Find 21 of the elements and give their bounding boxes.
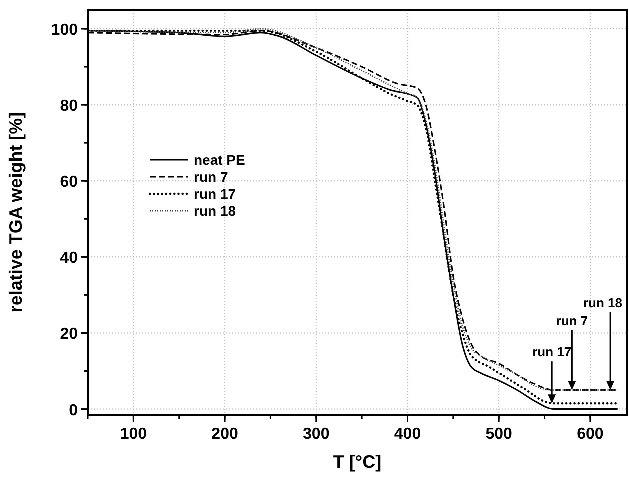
legend-label: run 17: [194, 186, 236, 202]
x-tick-label: 600: [577, 426, 604, 443]
y-tick-label: 0: [69, 402, 78, 420]
legend-label: run 18: [194, 203, 236, 219]
x-tick-label: 500: [486, 426, 513, 443]
legend-label: run 7: [194, 169, 228, 185]
x-tick-label: 300: [303, 426, 330, 443]
y-tick-label: 80: [60, 98, 78, 116]
legend-label: neat PE: [194, 152, 246, 168]
y-tick-label: 100: [51, 22, 78, 40]
x-tick-label: 100: [120, 426, 148, 443]
x-axis-title: T [°C]: [333, 452, 382, 472]
annotation: run 17: [532, 344, 572, 360]
annotation: run 18: [583, 295, 623, 310]
annotation: run 7: [556, 313, 588, 328]
y-axis-title: relative TGA weight [%]: [6, 112, 26, 313]
x-tick-label: 400: [394, 426, 422, 443]
y-tick-label: 40: [60, 250, 78, 268]
y-tick-label: 60: [60, 174, 78, 192]
y-tick-label: 20: [60, 326, 78, 344]
x-tick-label: 200: [212, 426, 238, 443]
